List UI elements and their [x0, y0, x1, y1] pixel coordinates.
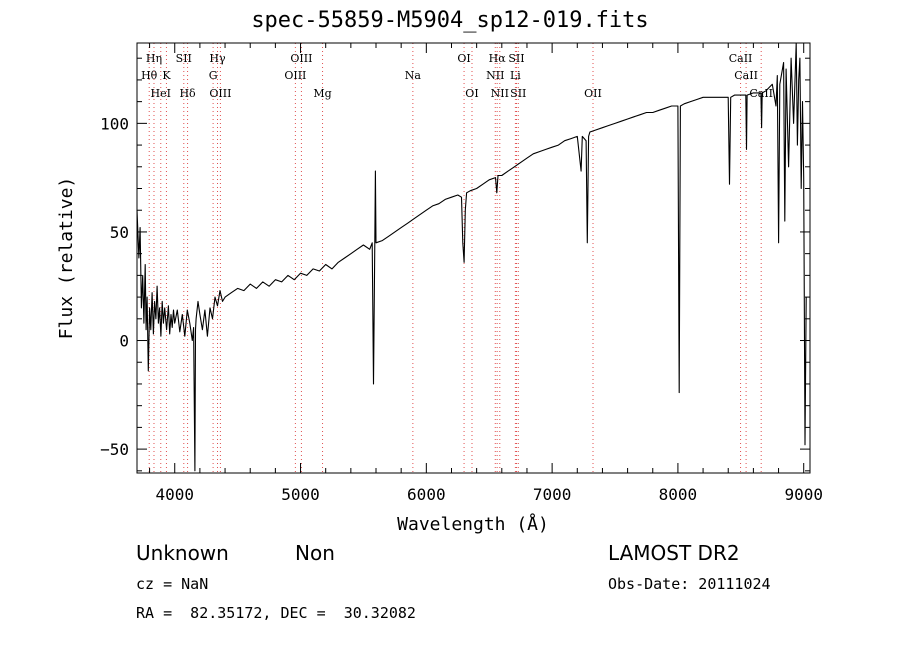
line-marker-label: HeI — [151, 87, 171, 100]
line-marker-label: Hη — [146, 52, 162, 65]
y-axis-label: Flux (relative) — [56, 177, 77, 340]
line-marker-label: SII — [510, 87, 526, 100]
y-tick-label: 100 — [100, 114, 129, 133]
line-marker-label: OIII — [290, 52, 312, 65]
coordinates: RA = 82.35172, DEC = 30.32082 — [136, 604, 416, 622]
x-tick-label: 7000 — [533, 485, 572, 504]
spectrum-line — [136, 42, 807, 472]
y-tick-label: −50 — [100, 440, 129, 459]
observation-date: Obs-Date: 20111024 — [608, 575, 771, 593]
line-marker-label: Mg — [313, 87, 331, 100]
x-axis-label: Wavelength (Å) — [397, 513, 549, 535]
line-marker-label: Li — [510, 69, 521, 82]
line-marker-label: OI — [457, 52, 470, 65]
line-marker-labels: Hη Hθ HeI K SII Hδ Hγ G OIII OIII OIII Mg Na OI OI Hα NI… — [141, 52, 773, 100]
line-marker-label: OI — [465, 87, 478, 100]
object-class: Unknown — [136, 541, 229, 565]
line-marker-label: Na — [405, 69, 422, 82]
spectrum-series — [136, 42, 807, 472]
survey-name: LAMOST DR2 — [608, 541, 740, 565]
line-marker-label: Hδ — [179, 87, 196, 100]
line-marker-label: OIII — [209, 87, 231, 100]
plot-frame — [136, 42, 811, 474]
line-marker-label: Hθ — [141, 69, 158, 82]
redshift-value: cz = NaN — [136, 575, 209, 593]
line-markers — [148, 43, 762, 473]
x-tick-label: 6000 — [407, 485, 446, 504]
object-subclass: Non — [295, 541, 335, 565]
axis-ticks: 4000 5000 6000 7000 8000 9000 −50 0 50 100 — [100, 43, 823, 504]
line-marker-label: CaII — [729, 52, 753, 65]
line-marker-label: SII — [176, 52, 192, 65]
y-tick-label: 50 — [110, 223, 129, 242]
y-tick-label: 0 — [119, 332, 129, 351]
x-tick-label: 5000 — [281, 485, 320, 504]
line-marker-label: SII — [508, 52, 524, 65]
line-marker-label: CaII — [734, 69, 758, 82]
x-tick-label: 9000 — [784, 485, 823, 504]
line-marker-label: K — [162, 69, 171, 82]
line-marker-label: CaII — [749, 87, 773, 100]
x-tick-label: 4000 — [155, 485, 194, 504]
x-tick-label: 8000 — [659, 485, 698, 504]
line-marker-label: G — [209, 69, 218, 82]
line-marker-label: OII — [584, 87, 602, 100]
line-marker-label: Hγ — [209, 52, 226, 65]
chart-title: spec-55859-M5904_sp12-019.fits — [251, 8, 649, 33]
line-marker-label: Hα — [489, 52, 507, 65]
line-marker-label: OIII — [284, 69, 306, 82]
line-marker-label: NII — [486, 69, 504, 82]
line-marker-label: NII — [491, 87, 509, 100]
